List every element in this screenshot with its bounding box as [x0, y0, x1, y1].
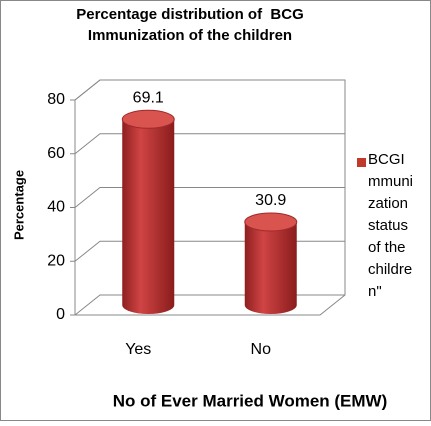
x-axis-title: No of Ever Married Women (EMW)	[113, 391, 388, 410]
grid-line	[74, 187, 345, 208]
cylinder-top	[244, 212, 298, 232]
y-axis-title: Percentage	[11, 170, 26, 240]
grid-line	[74, 133, 345, 155]
value-label: 30.9	[255, 192, 286, 209]
cylinder-body	[244, 221, 297, 314]
chart-title: Percentage distribution of BCG Immunizat…	[76, 6, 308, 44]
cylinder-body	[122, 119, 175, 314]
bar	[121, 109, 175, 314]
legend-swatch	[357, 158, 366, 167]
grid-line	[74, 79, 345, 101]
bar	[244, 212, 298, 314]
y-tick-label: 40	[47, 199, 65, 216]
x-tick-label: No	[251, 341, 272, 358]
y-tick-label: 60	[47, 145, 65, 162]
y-tick-label: 20	[47, 252, 65, 269]
legend-label: BCGImmunization status of the children"	[368, 151, 414, 300]
value-label: 69.1	[133, 90, 164, 107]
legend-box: BCGImmunization status of the children"	[368, 151, 414, 300]
cylinder-top	[121, 109, 175, 129]
y-tick-label: 0	[56, 306, 65, 323]
title-box: Percentage distribution of BCG Immunizat…	[76, 6, 308, 44]
x-tick-label: Yes	[125, 341, 151, 358]
y-tick-label: 80	[47, 91, 65, 108]
